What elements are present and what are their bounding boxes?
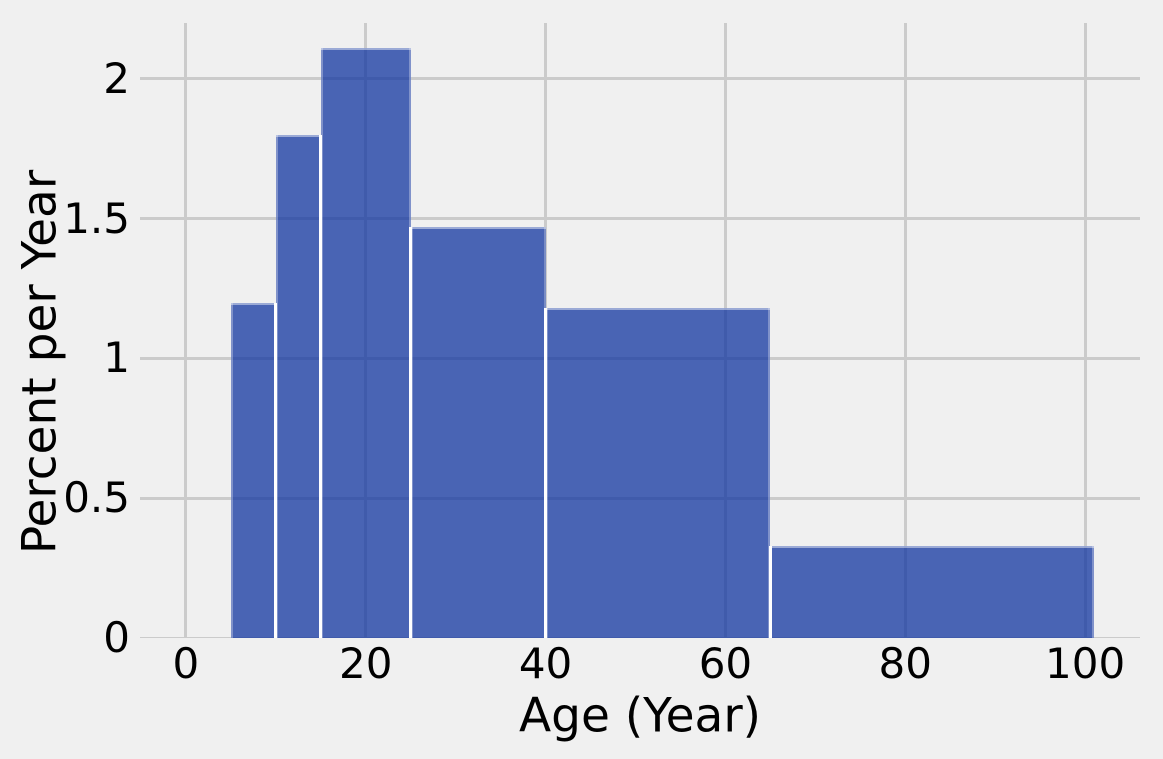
bar-separator [319, 134, 323, 638]
x-gridline [1083, 23, 1087, 638]
y-tick-label: 0.5 [63, 473, 130, 523]
x-tick-label: 0 [172, 639, 200, 688]
plot-area [140, 23, 1140, 638]
histogram-bar [545, 308, 771, 638]
y-tick-label: 1.5 [63, 193, 130, 243]
histogram-bar [230, 302, 276, 638]
x-tick-label: 40 [518, 639, 573, 688]
x-tick-label: 80 [878, 639, 932, 688]
histogram-bar [275, 134, 321, 638]
bar-separator [274, 302, 278, 638]
x-tick-label: 20 [338, 639, 393, 688]
x-gridline [903, 23, 907, 638]
histogram-bar [410, 227, 546, 638]
bar-separator [544, 308, 548, 638]
x-tick-label: 60 [698, 639, 753, 688]
x-gridline [184, 23, 188, 638]
bar-separator [409, 227, 413, 638]
x-tick-label: 100 [1045, 639, 1126, 688]
y-gridline [140, 77, 1140, 81]
y-tick-label: 2 [103, 53, 130, 103]
y-tick-label: 0 [103, 613, 130, 662]
bar-separator [768, 545, 772, 638]
x-axis-label: Age (Year) [518, 688, 762, 744]
y-tick-label: 1 [103, 333, 130, 383]
histogram-bar [770, 545, 1095, 638]
y-gridline [140, 217, 1140, 221]
histogram-bar [320, 48, 411, 638]
